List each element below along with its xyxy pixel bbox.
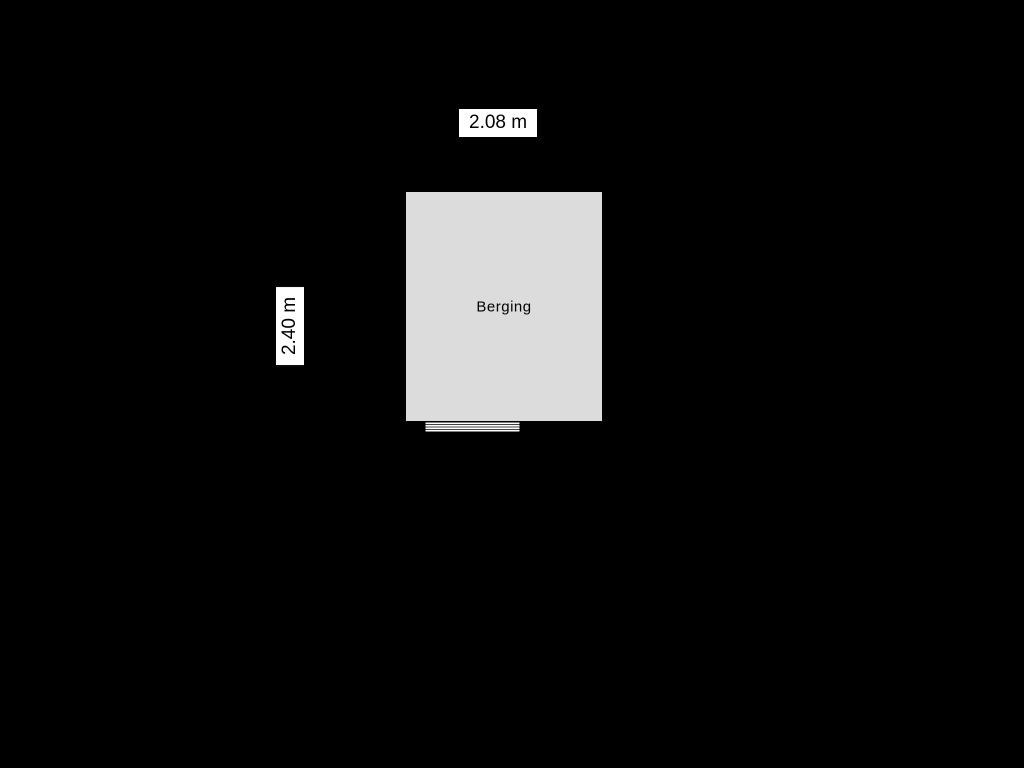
room-berging: Berging (398, 184, 610, 429)
dim-tick (552, 121, 554, 124)
dim-tick (448, 121, 450, 124)
room-label: Berging (476, 298, 531, 315)
dim-tick (289, 380, 292, 382)
floorplan-canvas: Berging 2.08 m 2.40 m (0, 0, 1024, 768)
dim-tick (289, 268, 292, 270)
dimension-width-label: 2.08 m (458, 108, 538, 138)
dimension-height-label: 2.40 m (275, 286, 305, 366)
